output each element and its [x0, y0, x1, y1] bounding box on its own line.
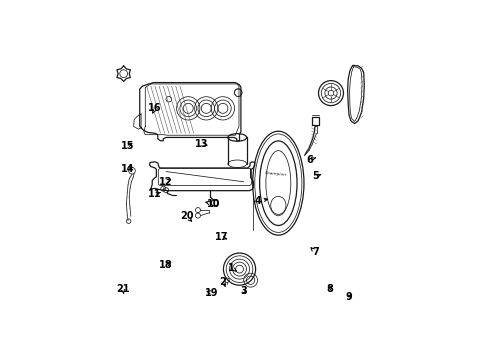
Text: 1: 1 [227, 263, 234, 273]
Text: 8: 8 [325, 284, 332, 293]
Text: 6: 6 [306, 155, 313, 165]
Text: 19: 19 [204, 288, 218, 298]
Text: 12: 12 [159, 177, 172, 187]
Text: 13: 13 [195, 139, 208, 149]
Text: 16: 16 [148, 103, 162, 113]
Text: 14: 14 [120, 164, 134, 174]
Text: 9: 9 [345, 292, 352, 302]
Text: 21: 21 [116, 284, 129, 293]
Text: 4: 4 [254, 196, 261, 206]
Text: 11: 11 [148, 189, 162, 199]
Text: 5: 5 [312, 171, 319, 181]
Text: 2: 2 [219, 276, 226, 287]
Text: 20: 20 [180, 211, 193, 221]
Text: 17: 17 [214, 232, 228, 242]
Text: 18: 18 [159, 260, 173, 270]
Text: 7: 7 [312, 247, 319, 257]
Text: 10: 10 [206, 199, 220, 209]
Text: 15: 15 [120, 141, 134, 151]
Text: 3: 3 [240, 286, 246, 296]
Text: Champion: Champion [264, 171, 286, 176]
